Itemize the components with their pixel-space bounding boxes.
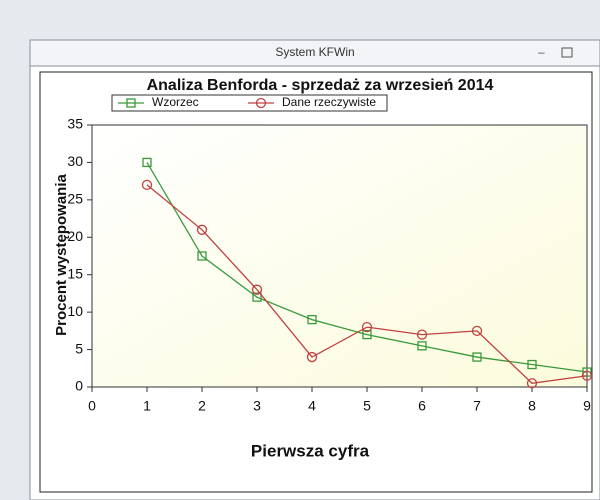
x-tick-label: 9 — [583, 398, 591, 414]
x-tick-label: 2 — [198, 398, 206, 414]
window-title: System KFWin — [275, 45, 354, 59]
legend-label: Wzorzec — [152, 95, 199, 109]
point-marker — [416, 329, 428, 340]
point-marker — [307, 314, 317, 325]
x-tick-label: 3 — [253, 398, 261, 414]
point-marker — [417, 341, 427, 351]
legend-label: Dane rzeczywiste — [282, 95, 376, 109]
point-marker — [472, 352, 482, 362]
x-axis-label: Pierwsza cyfra — [251, 441, 370, 460]
x-tick-label: 8 — [528, 398, 536, 414]
x-tick-label: 5 — [363, 398, 371, 414]
minimize-button[interactable]: – — [538, 45, 545, 59]
point-marker — [251, 284, 263, 295]
chart-title: Analiza Benforda - sprzedaż za wrzesień … — [147, 77, 494, 94]
point-marker — [527, 359, 537, 370]
maximize-button[interactable] — [561, 47, 573, 58]
point-marker — [362, 329, 372, 340]
point-marker — [361, 321, 373, 333]
point-marker — [471, 325, 483, 337]
point-marker — [196, 224, 208, 235]
y-tick-label: 25 — [67, 191, 83, 207]
legend-marker — [126, 98, 136, 108]
series-line — [146, 162, 588, 373]
point-marker — [581, 370, 593, 381]
title-bar — [29, 39, 600, 67]
x-tick-label: 7 — [473, 398, 481, 414]
point-marker — [306, 351, 318, 363]
plot-area — [91, 124, 588, 388]
x-tick-label: 0 — [88, 398, 96, 414]
y-tick-label: 20 — [67, 228, 83, 244]
y-tick-label: 0 — [75, 378, 83, 394]
y-tick-label: 5 — [75, 340, 83, 356]
y-tick-label: 35 — [67, 116, 83, 132]
legend-marker — [255, 97, 267, 109]
point-marker — [197, 251, 207, 261]
point-marker — [142, 157, 152, 168]
y-tick-label: 10 — [67, 303, 83, 319]
x-tick-label: 1 — [143, 398, 151, 414]
x-tick-label: 4 — [308, 398, 316, 414]
y-axis-label: Procent występowania — [53, 173, 70, 335]
point-marker — [526, 378, 538, 389]
series-line — [146, 184, 588, 384]
x-tick-label: 6 — [418, 398, 426, 414]
y-tick-label: 15 — [67, 265, 83, 281]
y-tick-label: 30 — [67, 153, 83, 169]
point-marker — [141, 179, 153, 191]
point-marker — [252, 292, 262, 302]
legend — [111, 94, 388, 112]
